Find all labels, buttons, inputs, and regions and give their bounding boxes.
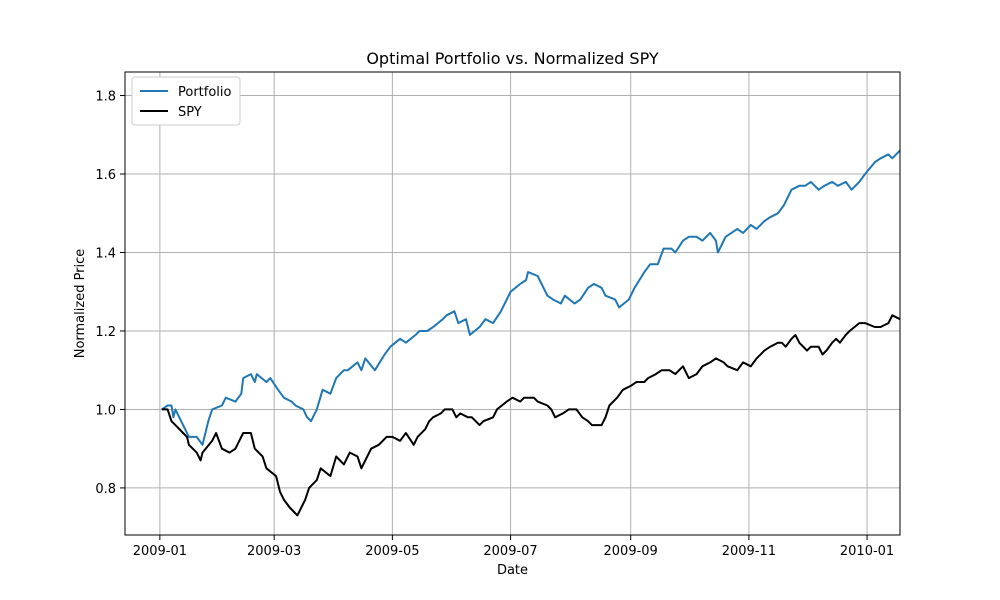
y-tick-label: 0.8 xyxy=(95,482,116,497)
y-tick-label: 1.4 xyxy=(95,246,116,261)
series-line-spy xyxy=(161,314,901,517)
grid-layer xyxy=(125,72,900,535)
tick-layer: 2009-01 2009-03 2009-05 2009-07 2009-09 2009-… xyxy=(95,90,894,559)
y-tick-label: 1.8 xyxy=(95,90,116,105)
x-tick-label: 2009-03 xyxy=(247,544,301,559)
x-tick-label: 2009-01 xyxy=(133,544,187,559)
y-tick-label: 1.2 xyxy=(95,325,116,340)
legend-label-portfolio: Portfolio xyxy=(178,85,232,100)
legend-box xyxy=(131,76,241,126)
legend-label-spy: SPY xyxy=(178,105,202,120)
y-tick-label: 1.6 xyxy=(95,168,116,183)
x-axis-label: Date xyxy=(497,563,528,578)
series-layer xyxy=(161,149,901,517)
plot-frame xyxy=(124,71,901,536)
x-tick-label: 2009-07 xyxy=(483,544,537,559)
x-tick-label: 2009-11 xyxy=(722,544,776,559)
chart-title: Optimal Portfolio vs. Normalized SPY xyxy=(366,49,659,68)
x-tick-label: 2010-01 xyxy=(840,544,894,559)
y-axis-label: Normalized Price xyxy=(73,249,88,359)
series-line-portfolio xyxy=(161,149,901,446)
y-tick-label: 1.0 xyxy=(95,403,116,418)
x-tick-label: 2009-09 xyxy=(604,544,658,559)
x-tick-label: 2009-05 xyxy=(365,544,419,559)
legend: Portfolio SPY xyxy=(131,76,241,126)
